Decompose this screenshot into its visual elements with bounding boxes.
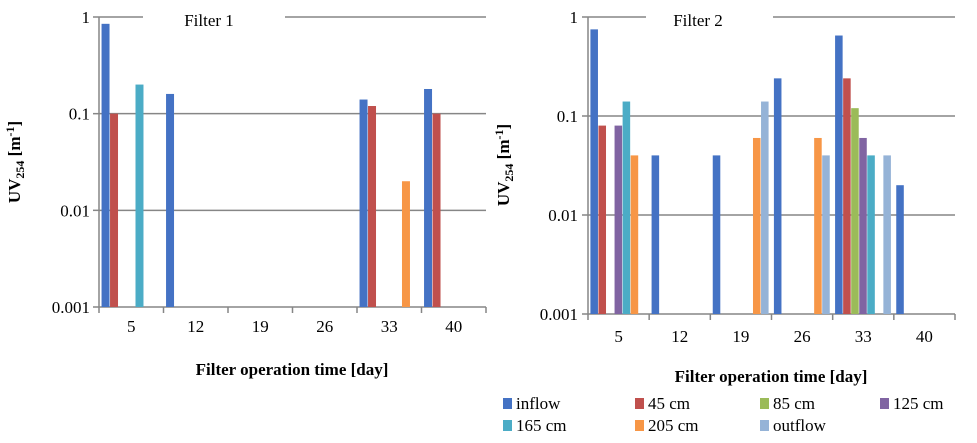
legend-label-inflow: inflow — [516, 394, 561, 413]
bar-205-cm-day-33 — [401, 181, 410, 307]
bar-45-cm-day-40 — [432, 113, 441, 308]
bar-205-cm-day-26 — [814, 137, 822, 314]
x-tick-label: 26 — [794, 327, 811, 346]
y-axis-title: UV254 [m-1] — [3, 121, 27, 203]
y-tick-label: 0.1 — [69, 105, 90, 124]
bar-165-cm-day-5 — [135, 84, 144, 307]
x-tick-label: 33 — [381, 317, 398, 336]
chart-title: Filter 2 — [673, 11, 723, 30]
chart-filter-1: 0.001 0.01 0.1 1 5 12 19 26 33 40 Filter 1 Filter o… — [3, 8, 487, 379]
y-axis-title-sup: -1 — [492, 130, 506, 140]
y-tick-label: 1 — [570, 8, 579, 27]
x-tick-label: 40 — [916, 327, 933, 346]
y-axis-title-sub: 254 — [13, 161, 27, 179]
x-tick-label: 5 — [127, 317, 136, 336]
y-axis-title-sup: -1 — [3, 127, 17, 137]
legend-swatch-outflow — [760, 420, 769, 431]
legend-label-45-cm: 45 cm — [648, 394, 690, 413]
y-axis-title-unit: [m — [5, 137, 24, 161]
bar-45-cm-day-33 — [368, 106, 377, 307]
legend-swatch-125-cm — [880, 398, 889, 409]
x-tick-label: 33 — [855, 327, 872, 346]
bar-inflow-day-40 — [896, 185, 904, 314]
bar-165-cm-day-33 — [867, 155, 875, 314]
x-tick-label: 40 — [445, 317, 462, 336]
legend-swatch-205-cm — [635, 420, 644, 431]
x-axis-title: Filter operation time [day] — [196, 360, 389, 379]
chart-title: Filter 1 — [184, 11, 234, 30]
legend-label-125-cm: 125 cm — [893, 394, 944, 413]
bar-inflow-day-19 — [712, 155, 721, 314]
bar-inflow-day-40 — [424, 88, 433, 307]
legend-swatch-inflow — [503, 398, 512, 409]
bar-205-cm-day-19 — [752, 137, 761, 314]
y-axis-title-main: UV — [5, 178, 24, 203]
bar-205-cm-day-5 — [630, 155, 639, 314]
bar-inflow-day-12 — [166, 93, 175, 308]
y-tick-label: 0.001 — [52, 298, 90, 317]
y-axis-title-unit: [m — [494, 140, 513, 164]
y-tick-label: 0.01 — [548, 206, 578, 225]
bar-85-cm-day-33 — [851, 108, 859, 314]
legend: inflow 45 cm 85 cm 125 cm 165 cm 205 cm outflo… — [503, 394, 944, 435]
y-tick-label: 0.1 — [557, 107, 578, 126]
y-axis-title: UV254 [m-1] — [492, 124, 516, 206]
legend-swatch-165-cm — [503, 420, 512, 431]
bar-165-cm-day-5 — [622, 101, 631, 314]
bar-outflow-day-19 — [761, 101, 769, 314]
legend-label-outflow: outflow — [773, 416, 827, 435]
legend-swatch-45-cm — [635, 398, 644, 409]
bar-inflow-day-5 — [590, 29, 598, 315]
x-axis-title: Filter operation time [day] — [675, 367, 868, 386]
bar-125-cm-day-5 — [614, 125, 623, 315]
x-tick-label: 12 — [187, 317, 204, 336]
bar-125-cm-day-33 — [859, 137, 867, 314]
y-axis-title-sub: 254 — [502, 164, 516, 182]
bar-45-cm-day-5 — [110, 113, 119, 308]
legend-label-205-cm: 205 cm — [648, 416, 699, 435]
bar-inflow-day-26 — [773, 78, 782, 314]
y-axis-title-close: ] — [494, 124, 513, 130]
y-tick-label: 0.001 — [540, 305, 578, 324]
chart-filter-2: 0.001 0.01 0.1 1 5 12 19 26 33 40 Filter 2 Filter o… — [492, 8, 956, 386]
bar-45-cm-day-5 — [598, 125, 607, 315]
y-axis-title-main: UV — [494, 181, 513, 206]
x-tick-label: 26 — [316, 317, 333, 336]
bar-inflow-day-33 — [359, 99, 368, 307]
bar-inflow-day-33 — [835, 35, 843, 314]
x-tick-label: 5 — [614, 327, 623, 346]
x-tick-label: 12 — [671, 327, 688, 346]
y-tick-label: 1 — [82, 8, 91, 27]
bar-inflow-day-5 — [101, 23, 110, 307]
bar-inflow-day-12 — [651, 155, 660, 314]
bar-outflow-day-33 — [883, 155, 891, 314]
legend-swatch-85-cm — [760, 398, 769, 409]
legend-label-85-cm: 85 cm — [773, 394, 815, 413]
x-tick-label: 19 — [252, 317, 269, 336]
x-tick-label: 19 — [732, 327, 749, 346]
y-axis-title-close: ] — [5, 121, 24, 127]
y-tick-label: 0.01 — [60, 201, 90, 220]
legend-label-165-cm: 165 cm — [516, 416, 567, 435]
bar-45-cm-day-33 — [843, 78, 851, 314]
bar-outflow-day-26 — [822, 155, 830, 314]
